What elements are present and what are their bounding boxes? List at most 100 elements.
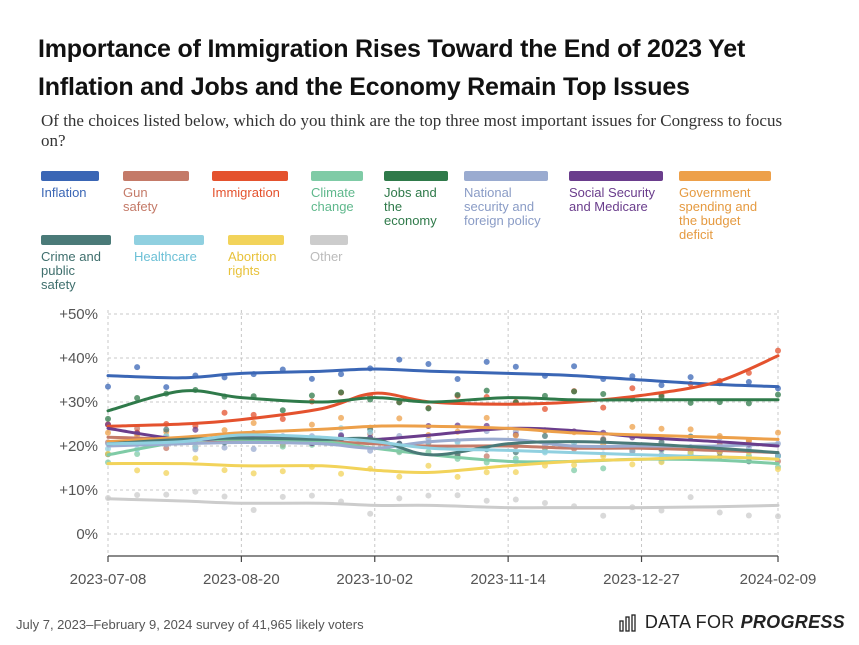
legend-item-social-security: Social Security and Medicare bbox=[569, 171, 663, 214]
data-point bbox=[512, 496, 519, 503]
legend-item-government-spending: Government spending and the budget defic… bbox=[679, 171, 771, 242]
data-point bbox=[279, 416, 286, 423]
legend-swatch bbox=[41, 235, 111, 245]
data-point bbox=[571, 388, 578, 395]
data-point bbox=[658, 507, 665, 514]
x-tick-label: 2023-10-02 bbox=[336, 571, 413, 588]
y-tick-label: +10% bbox=[59, 482, 98, 499]
data-point bbox=[221, 444, 228, 451]
data-point bbox=[483, 387, 490, 394]
series-line-government-spending-and-the-budget-deficit bbox=[106, 424, 780, 444]
data-point bbox=[425, 462, 432, 469]
data-point bbox=[571, 467, 578, 474]
survey-footnote: July 7, 2023–February 9, 2024 survey of … bbox=[16, 617, 364, 632]
data-point bbox=[134, 451, 141, 458]
data-point bbox=[687, 494, 694, 501]
legend-label: Healthcare bbox=[134, 249, 197, 264]
legend-swatch bbox=[310, 235, 348, 245]
legend-swatch bbox=[134, 235, 204, 245]
data-point bbox=[658, 393, 665, 400]
x-tick-label: 2023-07-08 bbox=[70, 571, 147, 588]
data-point bbox=[512, 363, 519, 370]
data-point bbox=[221, 409, 228, 416]
data-point bbox=[192, 455, 199, 462]
x-tick-label: 2023-11-14 bbox=[470, 571, 546, 588]
data-point bbox=[629, 461, 636, 468]
series-line-crime-and-public-safety bbox=[106, 436, 780, 457]
data-point bbox=[745, 400, 752, 407]
data-point bbox=[105, 415, 111, 422]
data-point bbox=[396, 356, 403, 363]
data-point bbox=[541, 432, 548, 439]
data-point bbox=[658, 459, 665, 466]
data-point bbox=[338, 414, 345, 421]
data-point bbox=[279, 407, 286, 414]
legend-item-crime-public-safety: Crime and public safety bbox=[41, 235, 111, 292]
data-point bbox=[279, 493, 286, 500]
data-point bbox=[338, 371, 345, 378]
data-point bbox=[775, 466, 781, 473]
series-line-abortion-rights bbox=[106, 455, 780, 475]
data-point bbox=[279, 468, 286, 475]
legend-label: Social Security and Medicare bbox=[569, 185, 655, 214]
data-point bbox=[163, 470, 170, 477]
data-point bbox=[600, 391, 607, 398]
data-point bbox=[687, 374, 694, 381]
data-point bbox=[192, 443, 199, 450]
legend-item-gun-safety: Gun safety bbox=[123, 171, 189, 214]
data-point bbox=[600, 512, 607, 519]
data-point bbox=[134, 491, 141, 498]
data-point bbox=[250, 470, 257, 477]
legend-item-immigration: Immigration bbox=[212, 171, 288, 200]
data-point bbox=[454, 376, 461, 383]
legend-item-other: Other bbox=[310, 235, 348, 264]
data-point bbox=[163, 384, 170, 391]
data-point bbox=[775, 429, 781, 436]
data-point bbox=[367, 429, 374, 436]
legend-label: Gun safety bbox=[123, 185, 158, 214]
data-point bbox=[483, 358, 490, 365]
data-point bbox=[250, 411, 257, 418]
data-point bbox=[192, 488, 199, 495]
data-point bbox=[687, 399, 694, 406]
data-point bbox=[571, 363, 578, 370]
data-point bbox=[600, 404, 607, 411]
x-tick-label: 2023-08-20 bbox=[203, 571, 280, 588]
data-point bbox=[483, 469, 490, 476]
data-point bbox=[687, 426, 694, 433]
data-point bbox=[396, 473, 403, 480]
legend-swatch bbox=[41, 171, 99, 181]
legend-label: Inflation bbox=[41, 185, 87, 200]
data-point bbox=[483, 497, 490, 504]
data-point bbox=[163, 491, 170, 498]
data-point bbox=[192, 426, 199, 433]
data-point bbox=[308, 492, 315, 499]
chart-title-line-2: Inflation and Jobs and the Economy Remai… bbox=[38, 73, 690, 101]
data-point bbox=[716, 509, 723, 516]
data-point bbox=[600, 465, 607, 472]
data-point bbox=[396, 495, 403, 502]
data-point bbox=[134, 364, 141, 371]
data-point bbox=[134, 395, 141, 402]
legend-item-jobs-economy: Jobs and the economy bbox=[384, 171, 448, 228]
data-point bbox=[483, 414, 490, 421]
y-tick-label: +20% bbox=[59, 438, 98, 455]
legend-label: Immigration bbox=[212, 185, 280, 200]
data-point bbox=[629, 373, 636, 380]
bar-chart-icon bbox=[619, 613, 636, 632]
legend-label: Jobs and the economy bbox=[384, 185, 437, 228]
chart-title-line-1: Importance of Immigration Rises Toward t… bbox=[38, 35, 746, 63]
legend-item-climate-change: Climate change bbox=[311, 171, 363, 214]
y-tick-label: +30% bbox=[59, 394, 98, 411]
x-axis: 2023-07-08 2023-08-20 2023-10-02 2023-11-14… bbox=[70, 555, 816, 588]
legend-swatch bbox=[569, 171, 663, 181]
data-point bbox=[454, 473, 461, 480]
brand-text-left: DATA FOR bbox=[644, 612, 735, 632]
series-line-jobs-and-the-economy bbox=[106, 389, 780, 413]
data-point bbox=[745, 512, 752, 519]
legend-label: Climate change bbox=[311, 185, 356, 214]
legend-swatch bbox=[464, 171, 548, 181]
data-point bbox=[250, 506, 257, 513]
data-point bbox=[454, 492, 461, 499]
brand-text-right: PROGRESS bbox=[740, 612, 845, 632]
